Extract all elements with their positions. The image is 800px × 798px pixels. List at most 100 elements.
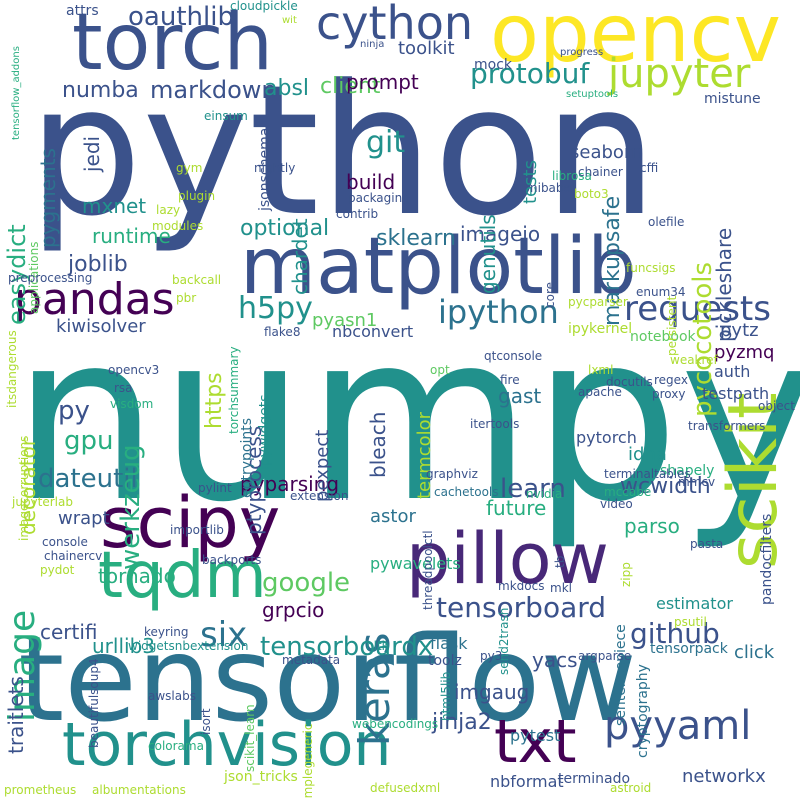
word-client: client [320, 74, 381, 99]
word-enum34: enum34 [636, 285, 686, 299]
word-terminado: terminado [558, 771, 631, 787]
word-scipy: scipy [100, 482, 281, 564]
word-funcsigs: funcsigs [626, 261, 676, 275]
word-tb: tb [553, 556, 567, 569]
word-markdown: markdown [150, 76, 277, 104]
word-lazy: lazy [156, 203, 181, 217]
word-send2trash: send2trash [497, 608, 511, 676]
word-olefile: olefile [648, 215, 685, 229]
word-wrapt: wrapt [58, 508, 110, 529]
word-tensorflow-addons: tensorflow_addons [11, 46, 22, 140]
word-gpu: gpu [64, 426, 114, 456]
word-defusedxml: defusedxml [370, 781, 441, 795]
word-tensorpack: tensorpack [650, 641, 728, 657]
word-qtconsole: qtconsole [484, 349, 543, 363]
word-webencodings: webencodings [352, 717, 439, 731]
word-nightly: nightly [254, 161, 296, 175]
word-future: future [486, 496, 547, 520]
word-chainer: chainer [578, 165, 623, 179]
word-lxml: lxml [588, 363, 614, 377]
word-core: core [543, 282, 557, 308]
word-sentencepiece: sentencepiece [613, 624, 629, 726]
word-optional: optional [240, 216, 330, 241]
word-setuptools: setuptools [566, 89, 619, 100]
word-itertools: itertools [470, 417, 520, 431]
word-beautifulsoup4: beautifulsoup4 [87, 658, 101, 748]
word-isort: isort [199, 708, 213, 735]
word-torch: torch [72, 0, 273, 88]
word-imgaug: imgaug [454, 680, 530, 704]
word-pytest: pytest [510, 726, 561, 745]
word-tensorboardx: tensorboardx [260, 632, 434, 662]
word-flask: flask [430, 634, 468, 653]
word-requests: requests [624, 289, 771, 329]
word-importlib: importlib [170, 523, 224, 537]
word-pyparsing: pyparsing [240, 472, 340, 496]
word-opencv3: opencv3 [108, 363, 160, 377]
word-jedi: jedi [80, 136, 104, 173]
word-certifi: certifi [40, 620, 98, 644]
word-wit: wit [282, 15, 297, 26]
word-fire: fire [500, 373, 520, 387]
word-nvidia: nvidia [526, 487, 563, 501]
word-weakref: weakref [670, 353, 718, 367]
word-h5py: h5py [238, 291, 313, 326]
word-cryptography: cryptography [635, 664, 651, 758]
word-build: build [346, 170, 396, 194]
word-ipywidgets: ipywidgets [257, 394, 273, 470]
word-pydot: pydot [40, 563, 75, 577]
word-jupyterlab: jupyterlab [12, 495, 73, 509]
word-plugin: plugin [178, 189, 216, 203]
word-github: github [630, 617, 720, 650]
word-psutil: psutil [674, 615, 707, 629]
word-regex: regex [654, 373, 688, 387]
word-wcwidth: wcwidth [620, 474, 711, 499]
word-pytorch: pytorch [576, 428, 637, 447]
word-jinja2: jinja2 [432, 710, 492, 735]
word-protobuf: protobuf [470, 57, 590, 90]
word-imagecorruptions: imagecorruptions [17, 436, 31, 542]
word-numpy: numpy [12, 283, 800, 553]
word-https: https [202, 372, 227, 429]
word-prometheus: prometheus [4, 783, 77, 797]
word-zipp: zipp [619, 562, 633, 587]
word-simplegeneric: simplegeneric [301, 724, 315, 798]
word-kiwisolver: kiwisolver [56, 316, 146, 337]
word-scikit-learn: scikit_learn [243, 704, 257, 772]
word-grpcio: grpcio [262, 598, 325, 622]
word-six: six [200, 615, 248, 655]
word-ipython: ipython [438, 293, 559, 331]
word-git: git [366, 125, 406, 160]
word-joblib: joblib [68, 252, 128, 277]
word-contrib: contrib [336, 207, 379, 221]
word-auth: auth [714, 362, 751, 381]
word-backcall: backcall [172, 273, 222, 287]
word-argparse: argparse [578, 649, 632, 663]
word-pyyaml: pyyaml [604, 703, 752, 749]
word-ipykernel: ipykernel [568, 321, 633, 337]
word-estimator: estimator [656, 594, 733, 613]
word-opencv: opencv [490, 0, 781, 80]
word-astor: astor [370, 506, 416, 527]
word-urllib3: urllib3 [92, 634, 155, 658]
word-pandocfilters: pandocfilters [759, 514, 775, 606]
word-mccabe: mccabe [604, 485, 652, 499]
word-modules: modules [152, 219, 204, 233]
word-pbr: pbr [176, 291, 197, 305]
word-pywavelets: pywavelets [370, 554, 461, 573]
word-pycparser: pycparser [568, 295, 628, 309]
word-absl: absl [264, 76, 310, 101]
word-nbformat: nbformat [490, 772, 564, 791]
word-librosa: librosa [552, 169, 592, 183]
word-console: console [42, 535, 88, 549]
word-nltk: nltk [366, 639, 389, 653]
word-persistent: persistent [665, 296, 679, 357]
word-yacs: yacs [532, 648, 578, 672]
word-backports: backports [202, 553, 262, 567]
word-keyring: keyring [144, 625, 189, 639]
word-progress: progress [560, 47, 604, 58]
word-jupyter: jupyter [608, 51, 751, 97]
word-imageio: imageio [460, 222, 541, 246]
word-py: py [58, 396, 90, 426]
